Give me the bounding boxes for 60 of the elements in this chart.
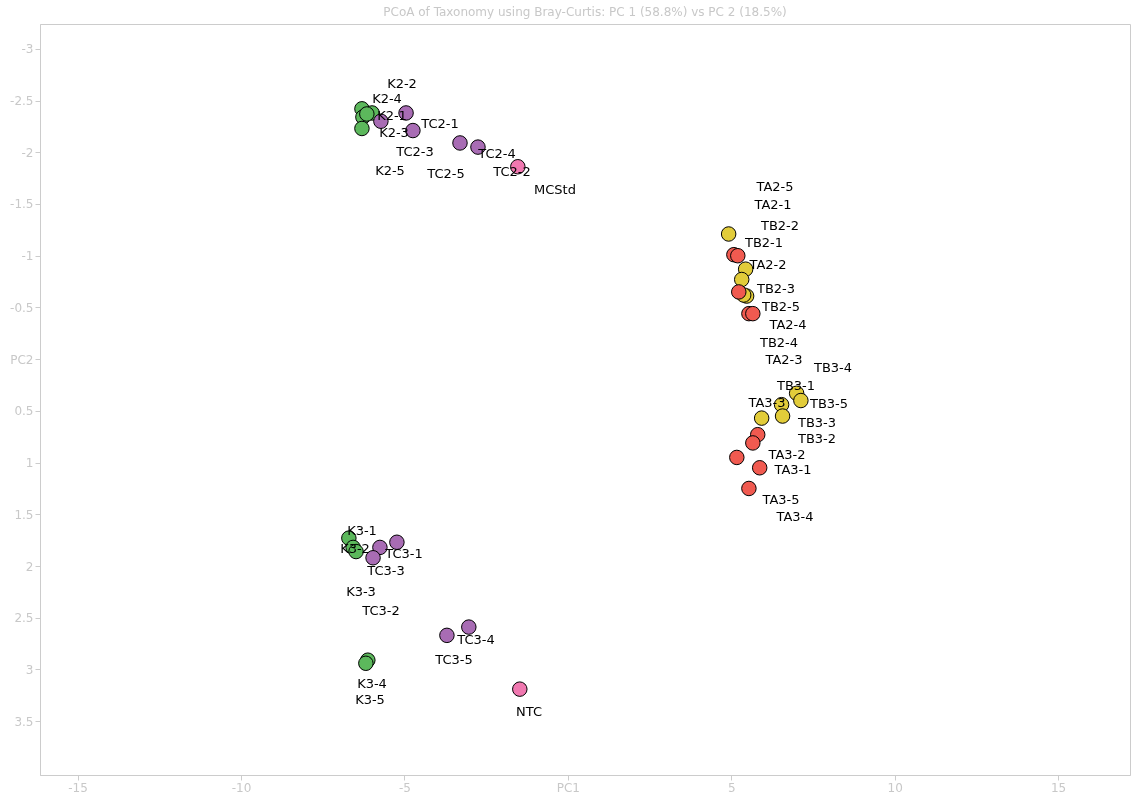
annotation: TA2-1 (753, 197, 792, 212)
point (733, 271, 750, 288)
point (439, 627, 455, 644)
point (512, 681, 528, 697)
annotation: TC2-3 (395, 144, 434, 159)
point (389, 534, 405, 550)
point (745, 305, 761, 322)
annotation: K3-1 (347, 523, 377, 538)
annotation: K2-1 (377, 108, 407, 123)
annotation: K3-5 (355, 692, 385, 707)
point (774, 408, 791, 424)
annotation: K2-4 (372, 91, 402, 106)
annotation: TB3-2 (796, 431, 837, 446)
annotation: TC3-1 (384, 546, 423, 561)
point (745, 435, 761, 451)
point (729, 449, 745, 466)
point (359, 106, 375, 122)
annotation: TA3-1 (773, 462, 812, 477)
point (731, 284, 747, 300)
annotation: MCStd (534, 182, 576, 197)
annotation: NTC (516, 704, 542, 719)
annotation: K2-2 (387, 76, 417, 91)
annotation: TB3-5 (808, 396, 849, 411)
annotation: TC2-2 (492, 164, 531, 179)
point (354, 120, 370, 137)
annotation: TA2-2 (748, 257, 787, 272)
point (793, 392, 809, 409)
annotation: TB3-1 (775, 378, 816, 393)
point (461, 619, 477, 635)
annotation: TA3-2 (767, 447, 806, 462)
annotation: TA2-4 (768, 317, 807, 332)
annotation: TA3-4 (775, 509, 814, 524)
annotation: TC3-2 (361, 603, 400, 618)
point (741, 480, 757, 497)
point (358, 655, 374, 672)
annotation: TC2-5 (426, 166, 465, 181)
annotation: K3-3 (346, 584, 376, 599)
annotation: TB2-4 (758, 335, 799, 350)
annotation: TB3-4 (812, 360, 853, 375)
annotation: TB2-3 (755, 281, 796, 296)
annotation: TA2-3 (764, 352, 803, 367)
point (730, 247, 746, 264)
annotation: TB2-1 (743, 235, 784, 250)
annotation: K2-3 (379, 125, 409, 140)
annotation: K2-5 (375, 163, 405, 178)
annotation: TA2-5 (755, 179, 794, 194)
annotation: K3-4 (357, 676, 387, 691)
point (753, 410, 770, 426)
annotation: TC2-1 (420, 116, 459, 131)
annotation: TC3-3 (366, 563, 405, 578)
annotation: TC2-4 (477, 146, 516, 161)
point (452, 135, 468, 151)
annotation: TB2-2 (759, 218, 800, 233)
point (720, 226, 737, 242)
annotation: TB3-3 (796, 415, 837, 430)
annotation: TC3-5 (434, 652, 473, 667)
point (751, 460, 768, 476)
annotation: TC3-4 (456, 632, 495, 647)
annotation: TA3-5 (761, 492, 800, 507)
annotation: TB2-5 (760, 299, 801, 314)
